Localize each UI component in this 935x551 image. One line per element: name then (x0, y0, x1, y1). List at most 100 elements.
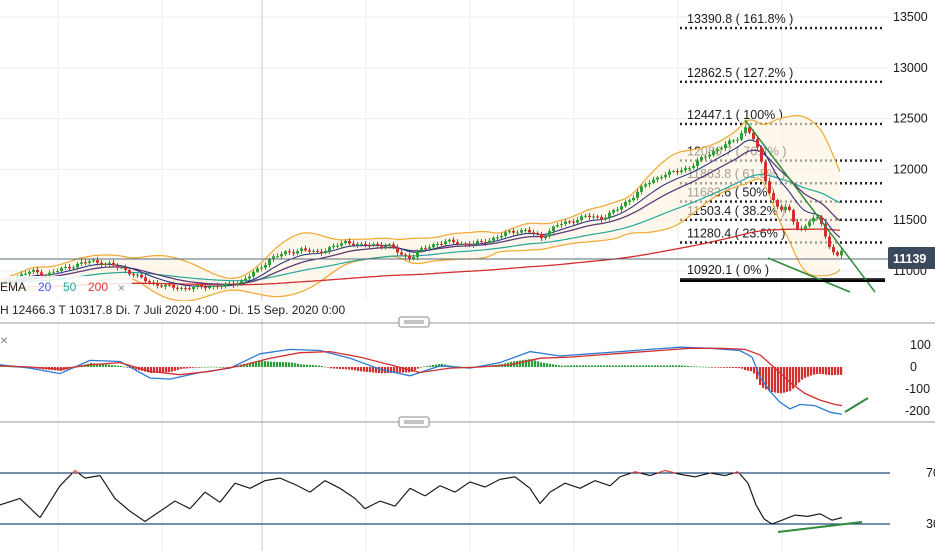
rsi-segment (161, 508, 164, 511)
candle (768, 178, 771, 195)
rsi-segment (133, 513, 136, 516)
rsi-segment (40, 514, 43, 517)
rsi-segment (170, 502, 173, 505)
rsi-segment (350, 495, 353, 497)
candle (544, 233, 547, 241)
macd-divergence-line[interactable] (844, 397, 869, 413)
macd-bar (120, 366, 123, 367)
candle (524, 228, 527, 233)
rsi-segment (186, 506, 189, 509)
ema-legend[interactable]: EMA 20 50 200 × (0, 276, 132, 296)
rsi-segment (542, 498, 545, 501)
price-panel[interactable]: 13390.8 ( 161.8% ) 12862.5 ( 127.2% ) 1244… (0, 10, 935, 319)
candle (444, 238, 447, 248)
resize-handle-1[interactable] (398, 316, 430, 328)
resize-handle-2[interactable] (398, 416, 430, 428)
rsi-segment (27, 505, 30, 508)
rsi-segment (110, 492, 113, 495)
candle (104, 262, 107, 268)
macd-bar (252, 362, 255, 367)
macd-panel[interactable]: × 100 0 -100 -200 (0, 332, 931, 418)
rsi-segment (159, 510, 162, 512)
rsi-segment (746, 481, 749, 484)
rsi-segment (151, 515, 154, 518)
rsi-segment (255, 484, 258, 486)
candle (192, 284, 195, 293)
rsi-segment (766, 520, 769, 522)
macd-bar (246, 363, 249, 367)
candle (812, 215, 815, 225)
rsi-panel[interactable]: 70 30 (0, 466, 935, 533)
rsi-segment (424, 494, 427, 497)
rsi-segment (41, 512, 44, 515)
macd-bar (96, 363, 99, 367)
candle (308, 247, 311, 255)
candle (432, 242, 435, 250)
rsi-segment (615, 479, 618, 481)
macd-bar (396, 367, 399, 373)
rsi-segment (580, 486, 583, 489)
macd-bar (558, 365, 561, 367)
rsi-segment (123, 505, 126, 508)
rsi-segment (297, 485, 300, 488)
fib-level-label: 11503.4 ( 38.2% ) (687, 204, 785, 218)
rsi-segment (413, 489, 416, 492)
rsi-segment (209, 495, 212, 497)
macd-bar (216, 366, 219, 368)
rsi-segment (830, 519, 833, 521)
rsi-segment (139, 517, 142, 520)
candle (232, 280, 235, 288)
macd-bar (318, 365, 321, 367)
rsi-segment (366, 506, 369, 509)
rsi-segment (372, 503, 375, 506)
macd-bar (369, 367, 372, 373)
rsi-segment (400, 497, 403, 500)
range-info: H 12466.3 T 10317.8 Di. 7 Juli 2020 4:00… (0, 301, 390, 319)
candle (420, 246, 423, 253)
macd-bar (819, 367, 822, 374)
rsi-segment (292, 483, 295, 485)
candle (224, 282, 227, 289)
rsi-segment (378, 500, 381, 503)
macd-bar (765, 367, 768, 390)
rsi-segment (426, 493, 429, 496)
close-legend-icon[interactable]: × (118, 281, 125, 295)
macd-bar (429, 365, 432, 367)
rsi-segment (394, 504, 397, 507)
rsi-segment (122, 504, 125, 507)
drawn-trendlines[interactable] (680, 119, 885, 293)
candle (388, 243, 391, 249)
candle (716, 147, 719, 155)
rsi-segment (759, 511, 762, 514)
rsi-segment (181, 504, 184, 506)
rsi-segment (203, 491, 206, 494)
rsi-divergence-line[interactable] (777, 521, 863, 533)
candle (704, 154, 707, 160)
macd-bar (702, 366, 705, 368)
rsi-segment (616, 478, 619, 480)
macd-bar (180, 367, 183, 369)
macd-bar (555, 364, 558, 367)
rsi-segment (29, 507, 32, 510)
macd-bar (162, 367, 165, 373)
close-macd-icon[interactable]: × (0, 332, 8, 348)
macd-bar (621, 365, 624, 367)
macd-bar (315, 365, 318, 367)
candle (828, 233, 831, 250)
macd-bar (207, 366, 210, 368)
rsi-segment (345, 491, 348, 494)
macd-bar (186, 367, 189, 369)
rsi-segment (494, 480, 497, 483)
macd-tick-label: -200 (905, 404, 930, 418)
rsi-segment (455, 490, 458, 492)
rsi-segment (556, 486, 559, 489)
candle (32, 267, 35, 275)
macd-bar (723, 367, 726, 368)
rsi-segment (262, 480, 265, 483)
candle (296, 248, 299, 256)
rsi-segment (536, 498, 539, 501)
macd-bar (327, 367, 330, 368)
rsi-segment (420, 493, 423, 495)
candle (36, 266, 39, 275)
